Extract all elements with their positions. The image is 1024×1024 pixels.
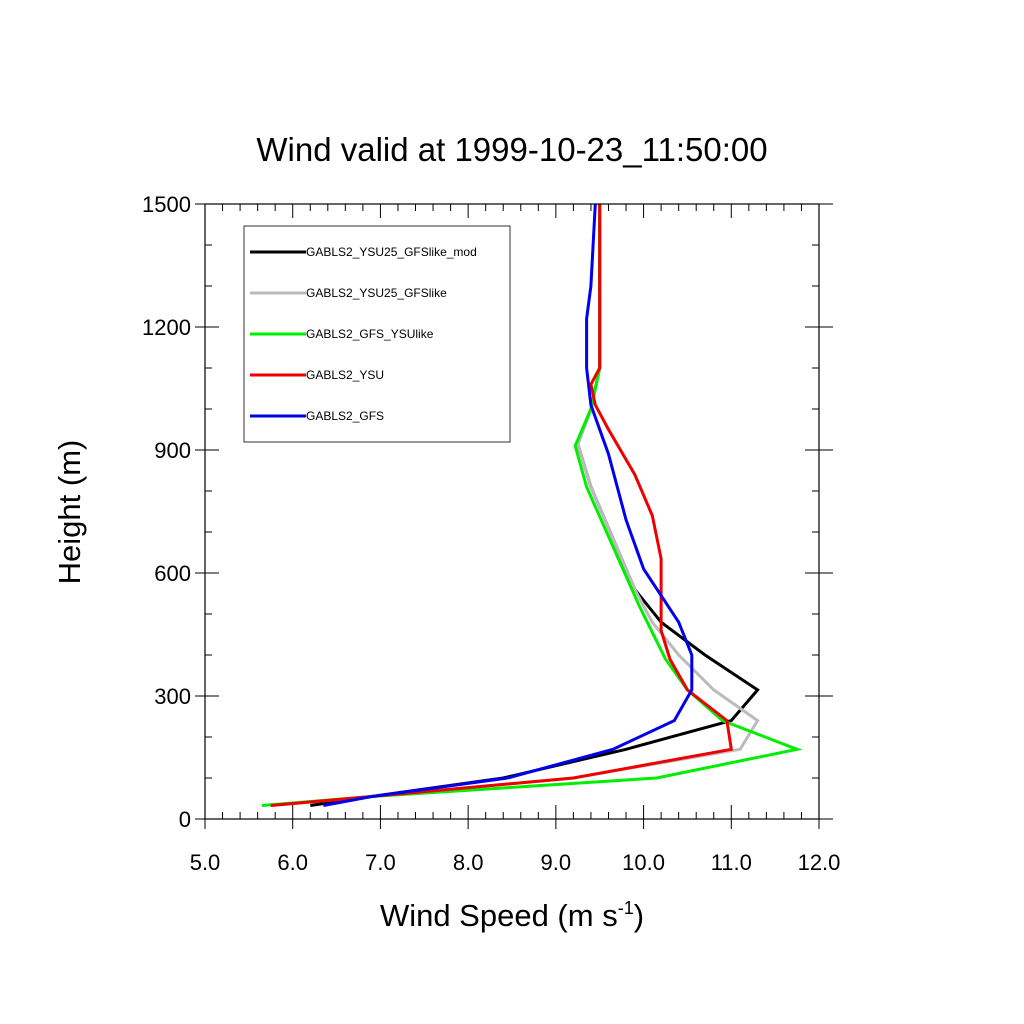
legend-label-2: GABLS2_YSU25_GFSlike: [306, 286, 447, 300]
y-tick-label: 900: [154, 438, 191, 463]
y-tick-label: 600: [154, 561, 191, 586]
x-tick-label: 11.0: [711, 850, 752, 875]
x-axis-title: Wind Speed (m s-1): [380, 898, 644, 933]
x-tick-label: 7.0: [365, 850, 396, 875]
x-tick-label: 12.0: [798, 850, 841, 875]
legend: GABLS2_YSU25_GFSlike_mod GABLS2_YSU25_GFS…: [243, 225, 511, 443]
x-tick-label: 10.0: [622, 850, 665, 875]
x-tick-label: 6.0: [277, 850, 308, 875]
axes: 5.0 6.0 7.0 8.0 9.0 10.0 11.0 12.0 0 300 600 900 120…: [142, 192, 840, 875]
plot-frame: [204, 203, 820, 820]
legend-label-4: GABLS2_YSU: [306, 368, 384, 382]
x-tick-label: 8.0: [453, 850, 484, 875]
series-line-4: [270, 204, 734, 807]
legend-label-3: GABLS2_GFS_YSUlike: [306, 327, 434, 341]
y-tick-label: 0: [179, 807, 191, 832]
y-axis-title: Height (m): [52, 440, 87, 585]
x-axis-title-close: ): [634, 898, 644, 933]
x-tick-label: 5.0: [190, 850, 221, 875]
y-tick-label: 300: [154, 684, 191, 709]
legend-label-1: GABLS2_YSU25_GFSlike_mod: [306, 245, 477, 259]
chart-title: Wind valid at 1999-10-23_11:50:00: [256, 131, 767, 168]
y-tick-label: 1200: [142, 315, 191, 340]
x-axis-title-superscript: -1: [618, 898, 634, 918]
x-tick-label: 9.0: [541, 850, 572, 875]
series-line-5: [323, 203, 694, 807]
x-axis-title-main: Wind Speed (m s: [380, 898, 618, 933]
y-tick-label: 1500: [142, 192, 191, 217]
legend-label-5: GABLS2_GFS: [306, 409, 384, 423]
plot-area: [261, 203, 803, 807]
